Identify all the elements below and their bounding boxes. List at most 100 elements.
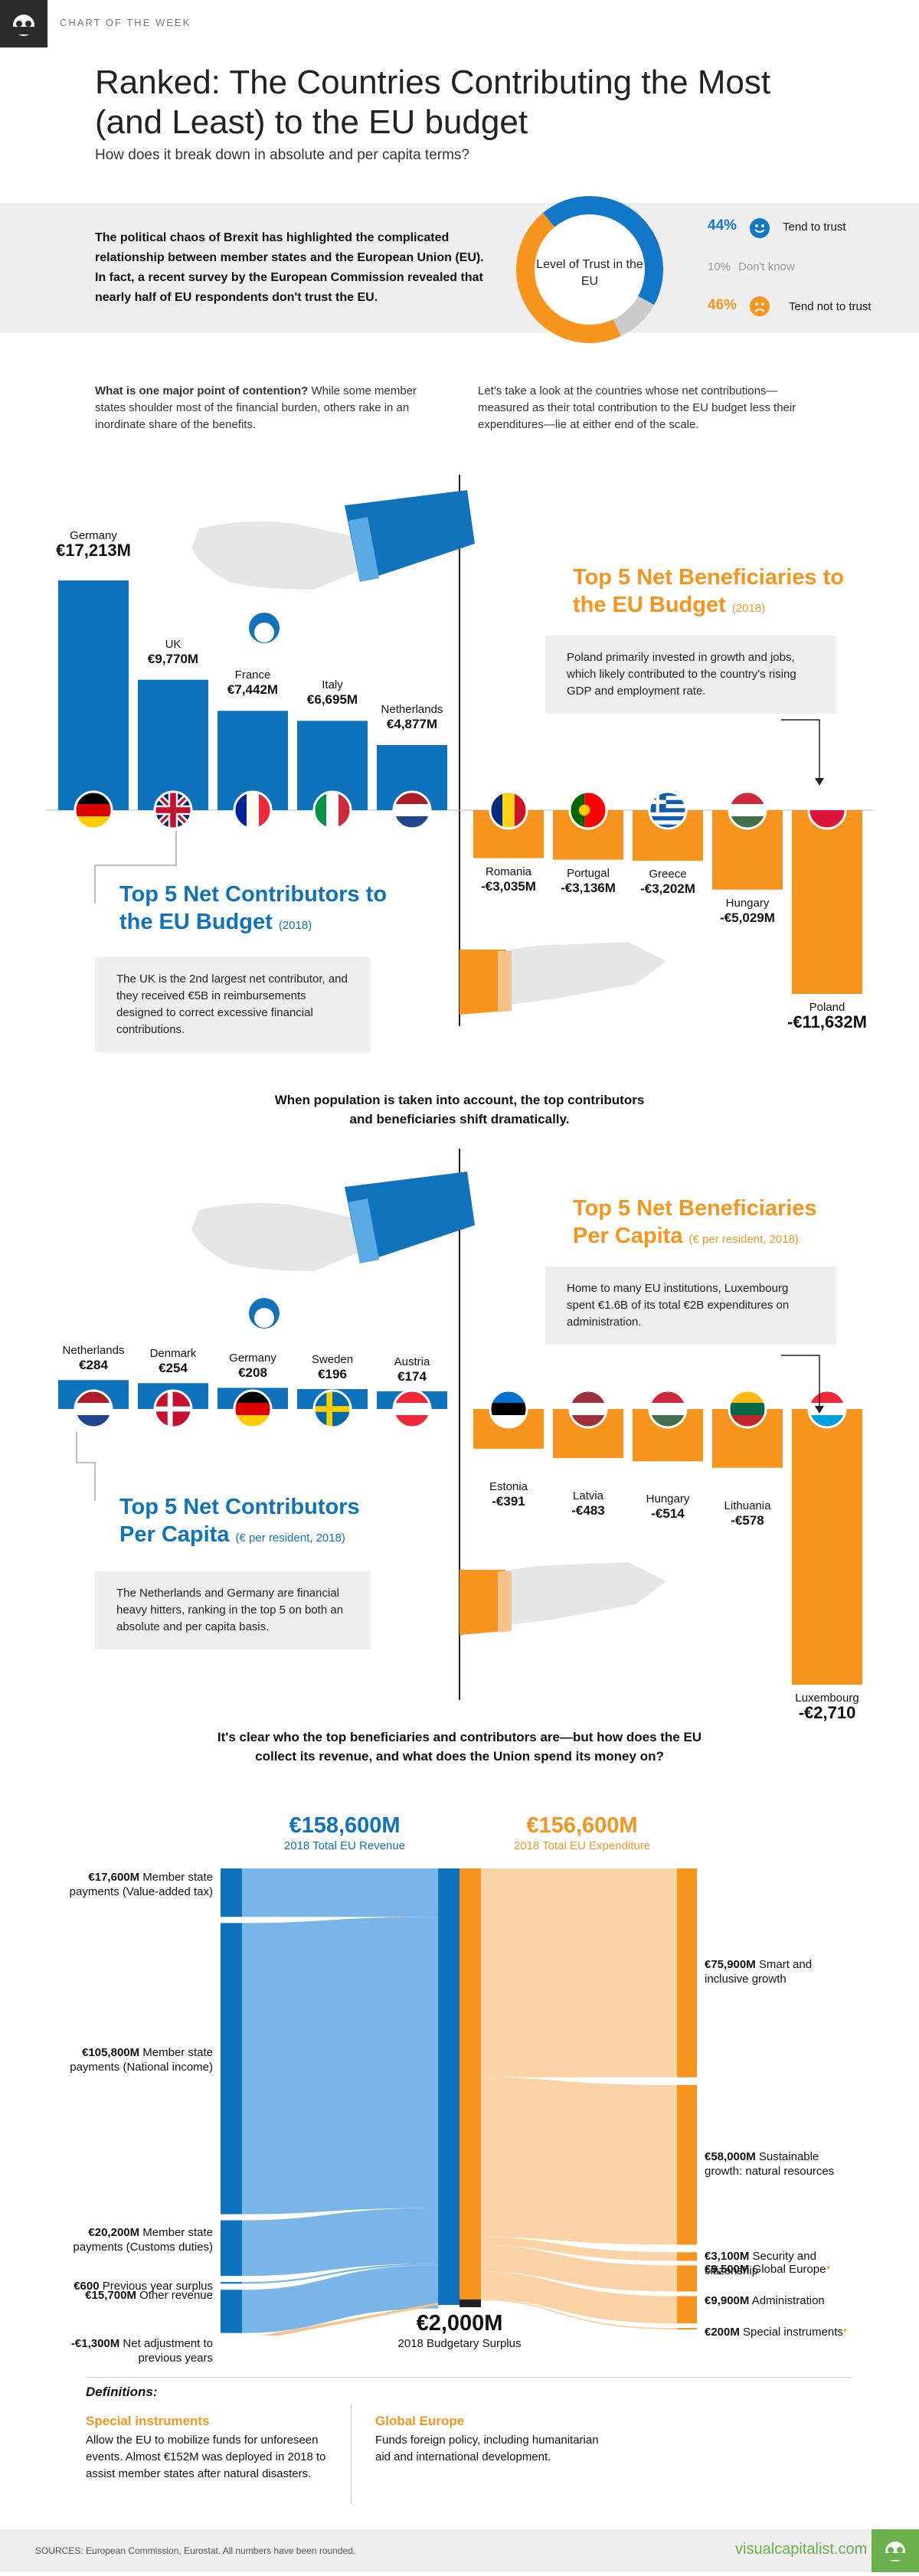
expenditure-desc: Security and citizenship <box>705 2250 816 2278</box>
page-subtitle: How does it break down in absolute and p… <box>95 147 469 163</box>
receiving-hand-illustration <box>460 942 666 1015</box>
pc-benef-label-estonia: Estonia -€391 <box>489 1479 528 1509</box>
pc-benef-note: Home to many EU institutions, Luxembourg… <box>545 1267 836 1345</box>
expenditure-desc: Special instruments <box>739 2326 843 2339</box>
flag-ring <box>728 1389 767 1429</box>
revenue-desc: Other revenue <box>136 2289 213 2303</box>
revenue-amount: €600 <box>74 2280 100 2293</box>
donut-center-label: Level of Trust in the EU <box>536 258 643 288</box>
revenue-amount: -€1,300M <box>70 2336 120 2350</box>
flag-ring <box>233 790 273 830</box>
distrust-label: Tend not to trust <box>789 300 872 313</box>
top-bar <box>0 0 919 47</box>
revenue-source-bar <box>221 1923 242 2215</box>
pc-benef-bar-luxembourg <box>792 1409 862 1685</box>
abs-benef-title-text: Top 5 Net Beneficiaries to the EU Budget <box>573 565 844 617</box>
dontknow-pct: 10% <box>708 260 731 273</box>
absolute-flags <box>74 790 847 830</box>
expenditure-label: €9,500M Global Europe* <box>705 2262 858 2277</box>
pc-benef-label-lithuania: Lithuania -€578 <box>724 1499 771 1528</box>
contrib-label-netherlands: Netherlands €4,877M <box>381 703 443 731</box>
flow-shapes <box>221 1868 697 2336</box>
flag-ring <box>807 790 847 830</box>
expenditure-bar <box>677 2265 697 2292</box>
flag-ring <box>489 790 528 830</box>
benef-label-hungary: Hungary -€5,029M <box>720 896 775 925</box>
dontknow-label: Don't know <box>738 260 795 273</box>
flag-ring <box>312 1389 352 1429</box>
revenue-label: €17,600M Member state payments (Value-ad… <box>44 1870 213 1899</box>
expenditure-bar <box>677 2084 697 2245</box>
def-global-text: Funds foreign policy, including humanita… <box>375 2434 599 2463</box>
expenditure-flow <box>481 2271 677 2324</box>
receiving-hand-illustration <box>460 1562 666 1635</box>
contrib-bar-uk <box>138 679 208 810</box>
revenue-source-bar <box>221 1868 242 1917</box>
absolute-chart <box>46 475 873 1026</box>
revenue-source-bar <box>221 2282 242 2284</box>
transition-1: When population is taken into account, t… <box>274 1093 645 1126</box>
abs-benef-title: Top 5 Net Beneficiaries to the EU Budget… <box>573 564 849 623</box>
expenditure-amount: €75,900M <box>705 1958 756 1972</box>
flag-ring <box>648 1389 688 1429</box>
flag-ring <box>568 790 608 830</box>
expenditure-total: €156,600M <box>526 1813 638 1838</box>
contrib-label-germany: Germany €17,213M <box>56 529 131 560</box>
revenue-desc: Previous year surplus <box>99 2280 213 2293</box>
expenditure-amount: €9,900M <box>705 2293 750 2307</box>
flag-ring <box>648 790 688 830</box>
contention-right: Let's take a look at the countries whose… <box>478 384 796 431</box>
revenue-amount: €20,200M <box>88 2225 140 2239</box>
flag-ring <box>728 790 767 830</box>
expenditure-bar <box>677 2328 697 2330</box>
trust-pct: 44% <box>708 217 737 234</box>
revenue-amount: €105,800M <box>82 2046 140 2060</box>
abs-contrib-title: Top 5 Net Contributors to the EU Budget … <box>119 881 395 940</box>
logo-icon <box>885 2542 905 2561</box>
pc-contrib-note: The Netherlands and Germany are financia… <box>95 1571 371 1649</box>
revenue-label: €20,200M Member state payments (Customs … <box>44 2225 213 2254</box>
contention-left: What is one major point of contention? W… <box>95 383 432 433</box>
definitions-vdivider <box>351 2404 352 2504</box>
visual-capitalist-logo <box>0 0 47 47</box>
pc-contrib-label-sweden: Sweden €196 <box>311 1352 354 1381</box>
smile-icon <box>750 218 770 238</box>
chart-of-the-week-tag: CHART OF THE WEEK <box>60 17 191 28</box>
pc-contrib-year: (€ per resident, 2018) <box>235 1532 345 1545</box>
site-link[interactable]: visualcapitalist.com <box>735 2541 868 2558</box>
pc-benef-label-latvia: Latvia -€483 <box>571 1489 605 1518</box>
expenditure-desc: Sustainable growth: natural resources <box>705 2150 835 2178</box>
revenue-column <box>438 1868 460 2305</box>
revenue-label: -€1,300M Net adjustment to previous year… <box>44 2336 213 2365</box>
pc-benef-title: Top 5 Net Beneficiaries Per Capita (€ pe… <box>573 1195 849 1254</box>
expenditure-bar <box>677 2252 697 2261</box>
expenditure-label: €3,100M Security and citizenship <box>705 2249 858 2278</box>
contrib-bar-germany <box>58 580 129 810</box>
definitions-heading: Definitions: <box>86 2385 158 2399</box>
pc-contrib-label-austria: Austria €174 <box>394 1355 430 1384</box>
distrust-pct: 46% <box>708 297 737 313</box>
intro-text: The political chaos of Brexit has highli… <box>95 231 484 304</box>
surplus-total: €2,000M <box>416 2311 503 2336</box>
revenue-amount: €17,600M <box>88 1870 140 1884</box>
revenue-desc: Member state payments (Value-added tax) <box>69 1870 213 1898</box>
definitions-divider <box>86 2377 852 2378</box>
pc-benef-year: (€ per resident, 2018) <box>688 1233 799 1246</box>
expenditure-label: €58,000M Sustainable growth: natural res… <box>705 2149 858 2179</box>
contrib-label-france: France €7,442M <box>227 669 279 698</box>
transition-2: It's clear who the top beneficiaries and… <box>217 1730 702 1764</box>
flag-ring <box>74 790 113 830</box>
percapita-flags <box>74 1389 847 1429</box>
frown-icon <box>750 296 770 316</box>
expenditure-column <box>460 1868 481 2300</box>
flag-ring <box>568 1389 608 1429</box>
expenditure-bar <box>677 1868 697 2077</box>
contention-rest: While some member states shoulder most o… <box>95 384 417 431</box>
def-special-text: Allow the EU to mobilize funds for unfor… <box>86 2434 326 2480</box>
contrib-label-italy: Italy €6,695M <box>306 678 358 708</box>
revenue-label: €15,700M Other revenue <box>44 2288 213 2303</box>
def-special-title: Special instruments <box>86 2414 210 2428</box>
giving-hand-illustration <box>191 490 475 643</box>
revenue-desc: Net adjustment to previous years <box>119 2336 213 2365</box>
flag-netherlands-icon <box>75 1391 112 1427</box>
